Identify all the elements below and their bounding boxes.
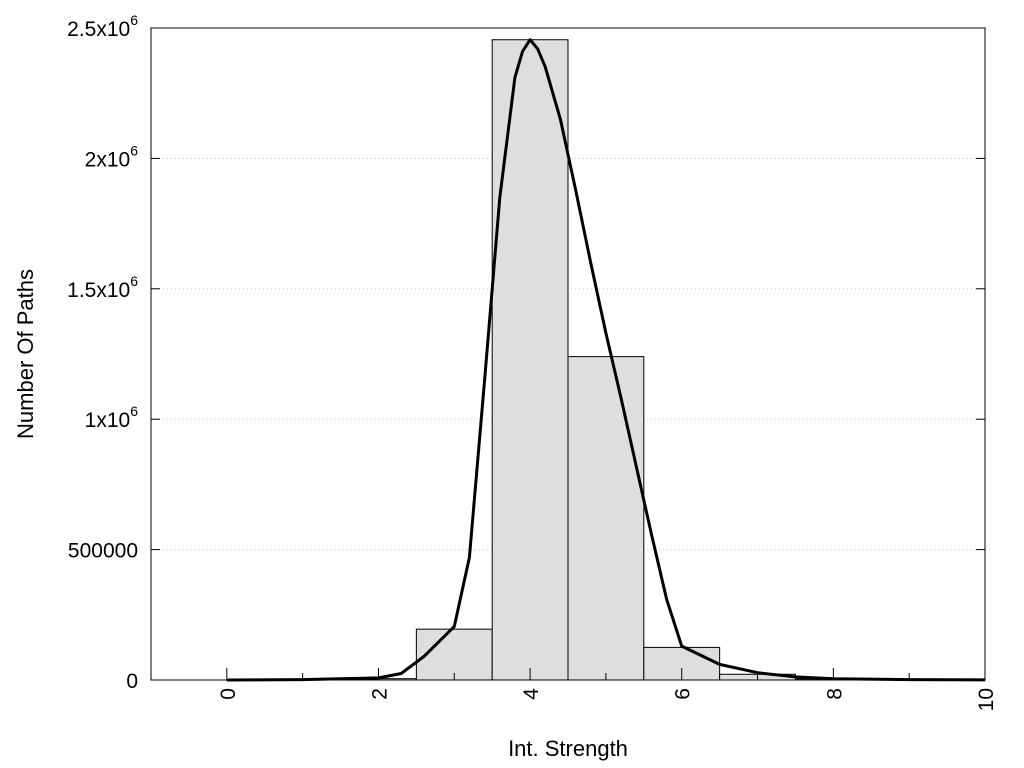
x-tick-label-5: 10: [975, 688, 998, 711]
x-tick-label-4: 8: [823, 688, 846, 700]
histogram-bars: [340, 39, 948, 681]
y-tick-label-5: 2.5x106: [67, 12, 138, 41]
bar-4: [491, 39, 569, 681]
x-axis-title: Int. Strength: [508, 736, 628, 761]
fit-curve: [226, 38, 986, 682]
x-tick-label-2: 4: [520, 688, 543, 700]
x-tick-label-1: 2: [368, 688, 391, 700]
y-tick-label-4: 2x106: [85, 142, 139, 171]
plot-frame: [150, 27, 986, 681]
y-axis-title: Number Of Paths: [13, 269, 38, 439]
y-tick-label-3: 1.5x106: [67, 273, 138, 302]
y-tick-labels: 0 500000 1x106 1.5x106 2x106 2.5x106: [67, 12, 138, 693]
x-tick-labels: 0 2 4 6 8 10: [217, 688, 998, 712]
y-tick-label-2: 1x106: [85, 403, 139, 432]
y-tick-label-0: 0: [126, 670, 138, 693]
y-tick-label-1: 500000: [68, 540, 138, 563]
bar-3: [415, 628, 493, 681]
bar-5: [567, 356, 645, 681]
x-tick-label-0: 0: [217, 688, 240, 700]
x-tick-label-3: 6: [672, 688, 695, 700]
